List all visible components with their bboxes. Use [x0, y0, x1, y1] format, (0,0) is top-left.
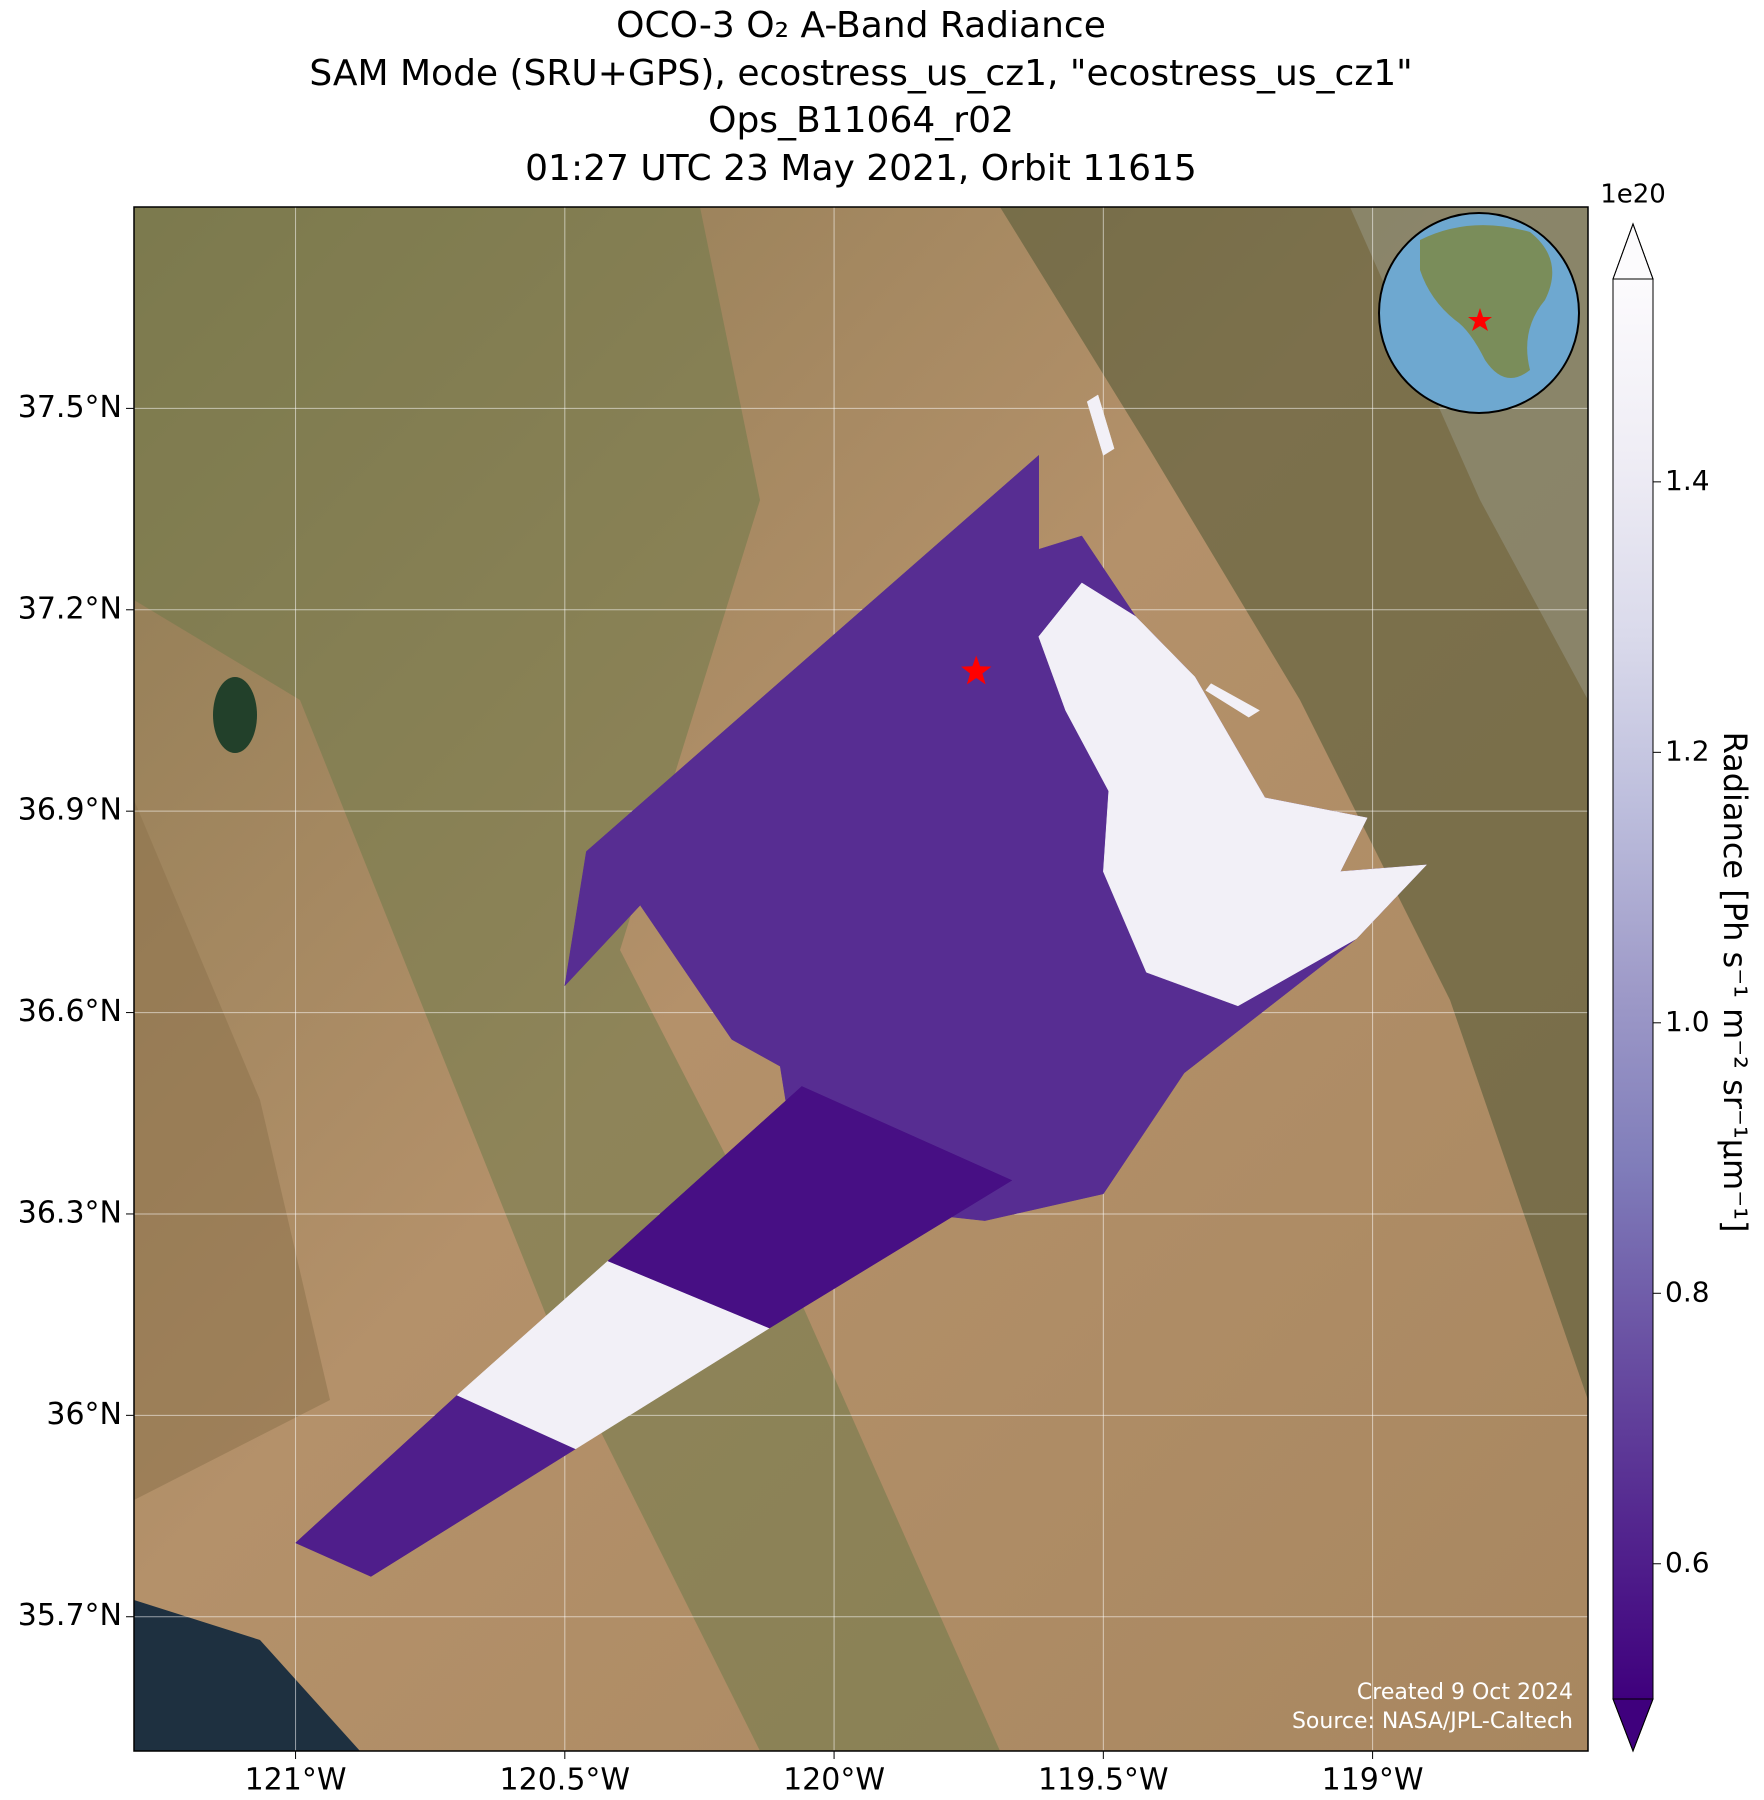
sierra-mountains: [1000, 207, 1588, 1400]
footprints: [295, 394, 1428, 1577]
chart-title: OCO-3 O₂ A-Band Radiance: [616, 5, 1106, 46]
globe-marker: [1468, 308, 1492, 331]
x-tick-label: 120°W: [783, 1763, 885, 1797]
colorbar-tick-label: 0.6: [1665, 1546, 1710, 1579]
titles: OCO-3 O₂ A-Band Radiance SAM Mode (SRU+GP…: [309, 5, 1412, 189]
y-tick-label: 36.6°N: [18, 994, 122, 1029]
inset-globe: [1378, 212, 1580, 414]
y-tick-label: 36.9°N: [18, 793, 122, 828]
chart-title: SAM Mode (SRU+GPS), ecostress_us_cz1, "e…: [309, 53, 1412, 94]
x-tick-label: 121°W: [245, 1763, 347, 1797]
radiance-footprints: [607, 1086, 1013, 1329]
colorbar-extend-top: [1612, 222, 1654, 280]
colorbar-extend-bottom: [1612, 1698, 1654, 1753]
colorbar-frame: [1612, 222, 1654, 1753]
y-tick-label: 36°N: [46, 1397, 122, 1432]
target-marker: [961, 655, 992, 685]
x-tick-label: 119.5°W: [1038, 1763, 1169, 1797]
globe-land: [1420, 225, 1553, 378]
colorbar-exponent: 1e20: [1600, 180, 1666, 210]
y-tick-label: 36.3°N: [18, 1195, 122, 1230]
colorbar-tick-label: 1.4: [1665, 464, 1710, 497]
radiance-footprints: [1205, 683, 1260, 718]
colorbar-tick-label: 1.0: [1665, 1005, 1710, 1038]
colorbar-label: Radiance [Ph s⁻¹ m⁻² sr⁻¹μm⁻¹]: [1716, 732, 1754, 1233]
radiance-footprints: [1086, 394, 1115, 456]
radiance-footprints: [1038, 582, 1428, 1007]
chart-title: Ops_B11064_r02: [708, 100, 1014, 141]
map-frame: [133, 206, 1589, 1752]
y-tick-label: 37.2°N: [18, 591, 122, 626]
x-tick-label: 120.5°W: [500, 1763, 631, 1797]
grid: 121°W 120.5°W 120°W 119.5°W 119°W 35.7°N 36°N 3…: [18, 207, 1588, 1798]
colorbar: 0.6 0.8 1.0 1.2 1.4 1e20 Radiance [Ph s⁻¹ m⁻² …: [1600, 180, 1754, 1753]
credit-text: Source: NASA/JPL-Caltech: [1292, 1709, 1573, 1734]
reservoir: [213, 677, 257, 753]
credit-text: Created 9 Oct 2024: [1357, 1680, 1573, 1705]
colorbar-tick-label: 1.2: [1665, 734, 1710, 767]
ocean: [134, 1600, 360, 1751]
chart-title: 01:27 UTC 23 May 2021, Orbit 11615: [525, 148, 1197, 189]
y-tick-label: 37.5°N: [18, 390, 122, 425]
colorbar-tick-label: 0.8: [1665, 1275, 1710, 1308]
y-tick-label: 35.7°N: [18, 1598, 122, 1633]
coast-range: [134, 800, 330, 1500]
x-tick-label: 119°W: [1322, 1763, 1424, 1797]
colorbar-body: [1613, 279, 1653, 1699]
